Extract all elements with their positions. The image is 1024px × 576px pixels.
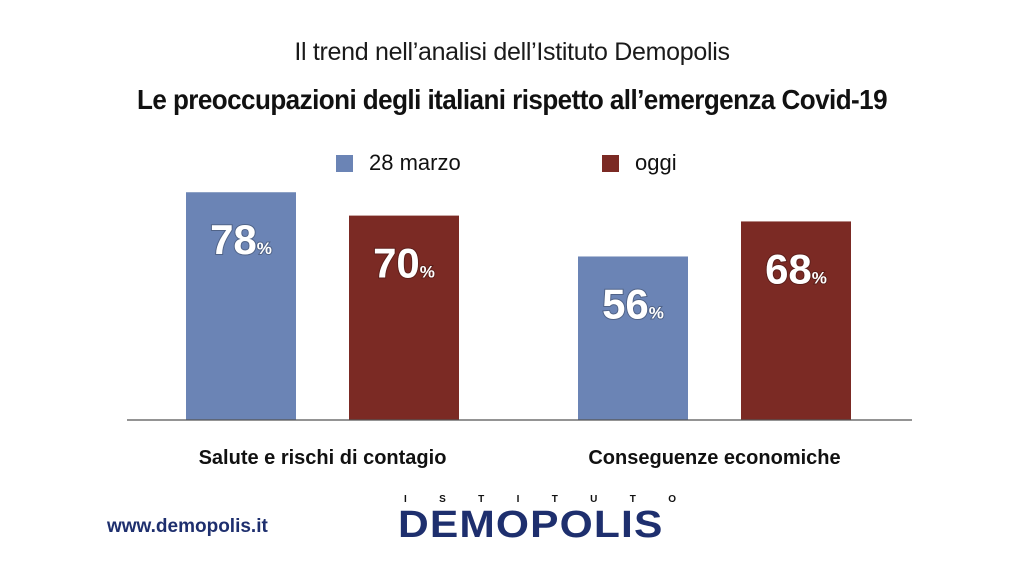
logo-tagline-letter: U [590,494,598,505]
category-label-2: Conseguenze economiche [588,447,840,469]
logo-tagline-letter: I [404,494,407,505]
data-label-1-1: 78% [210,216,272,263]
footer-url[interactable]: www.demopolis.it [107,516,268,537]
category-label-1: Salute e rischi di contagio [199,447,447,469]
demopolis-logo: I S T I T U T O DEMOPOLIS [398,494,688,554]
data-label-2-1: 70% [373,240,435,287]
chart-subtitle: Il trend nell’analisi dell’Istituto Demo… [294,38,730,66]
bar-1-1 [186,192,296,420]
data-label-1-2: 56% [602,280,664,327]
data-label-2-2: 68% [765,245,827,292]
logo-tagline-letter: S [439,494,446,505]
legend-label-series-1: 28 marzo [369,150,461,175]
logo-tagline-letter: I [516,494,520,505]
legend: 28 marzo oggi [0,150,1024,180]
legend-swatch-series-2 [602,154,619,172]
logo-tagline-letter: O [668,494,676,505]
legend-item-series-2: oggi [602,150,677,176]
bar-1-2 [578,256,688,420]
chart-title: Le preoccupazioni degli italiani rispett… [136,84,888,115]
legend-label-series-2: oggi [635,150,677,175]
bar-2-2 [741,221,851,420]
bar-2-1 [349,215,459,420]
logo-wordmark: DEMOPOLIS [398,504,664,546]
logo-tagline-letter: T [478,494,485,505]
logo-tagline-letter: T [629,494,636,505]
logo-tagline-letter: T [551,494,558,505]
legend-item-series-1: 28 marzo [336,150,461,176]
legend-swatch-series-1 [336,154,353,172]
